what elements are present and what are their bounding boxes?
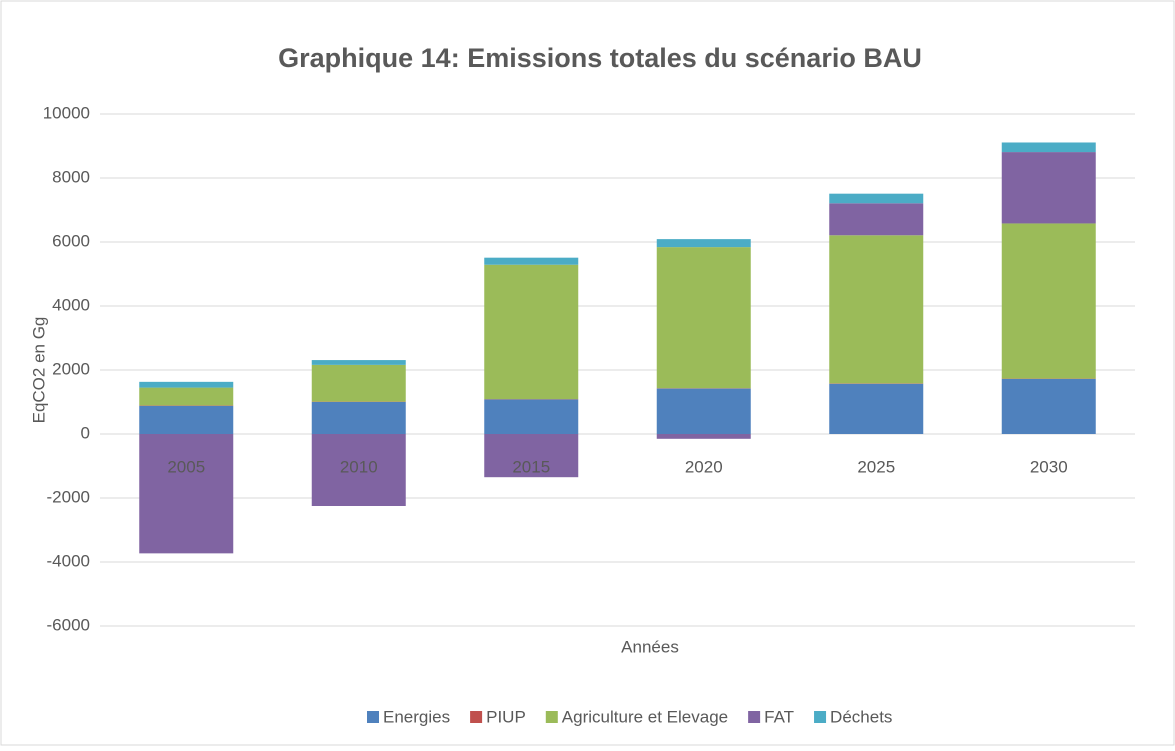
x-tick-label: 2010 <box>340 457 378 476</box>
y-tick-label: 10000 <box>43 103 90 122</box>
y-tick-label: 2000 <box>52 359 90 378</box>
bar-segment <box>1002 379 1096 434</box>
bar-segment <box>657 239 751 247</box>
legend-label: Déchets <box>830 707 892 726</box>
x-tick-label: 2015 <box>512 457 550 476</box>
bar-segment <box>829 203 923 235</box>
y-tick-label: -6000 <box>47 615 90 634</box>
bar-segment <box>139 434 233 553</box>
y-axis-label: EqCO2 en Gg <box>29 317 48 424</box>
bar-segment <box>829 194 923 204</box>
legend-swatch <box>546 711 558 723</box>
legend-label: Energies <box>383 707 450 726</box>
bar-segment <box>312 365 406 402</box>
x-tick-label: 2005 <box>167 457 205 476</box>
y-tick-label: 0 <box>81 423 90 442</box>
bar-segment <box>1002 142 1096 152</box>
legend-swatch <box>814 711 826 723</box>
chart-title: Graphique 14: Emissions totales du scéna… <box>278 43 922 73</box>
legend-label: FAT <box>764 707 794 726</box>
y-tick-label: 6000 <box>52 231 90 250</box>
y-tick-label: -2000 <box>47 487 90 506</box>
x-axis-label: Années <box>621 637 679 656</box>
x-tick-label: 2025 <box>857 457 895 476</box>
bar-segment <box>1002 152 1096 223</box>
bar-segment <box>312 402 406 434</box>
legend-swatch <box>367 711 379 723</box>
bar-segment <box>139 382 233 388</box>
bar-segment <box>139 406 233 434</box>
bar-segment <box>829 384 923 434</box>
bar-segment <box>139 388 233 406</box>
y-tick-label: 4000 <box>52 295 90 314</box>
bar-segment <box>484 258 578 265</box>
legend-label: Agriculture et Elevage <box>562 707 728 726</box>
bar-segment <box>657 434 751 439</box>
bar-segment <box>1002 223 1096 378</box>
bar-segment <box>829 235 923 383</box>
legend-swatch <box>748 711 760 723</box>
bar-segment <box>484 265 578 399</box>
legend-label: PIUP <box>486 707 526 726</box>
bar-segment <box>657 389 751 434</box>
bar-segment <box>484 399 578 434</box>
y-tick-label: 8000 <box>52 167 90 186</box>
x-tick-label: 2020 <box>685 457 723 476</box>
legend-swatch <box>470 711 482 723</box>
bar-segment <box>312 360 406 365</box>
bar-segment <box>657 247 751 388</box>
y-tick-label: -4000 <box>47 551 90 570</box>
x-tick-label: 2030 <box>1030 457 1068 476</box>
